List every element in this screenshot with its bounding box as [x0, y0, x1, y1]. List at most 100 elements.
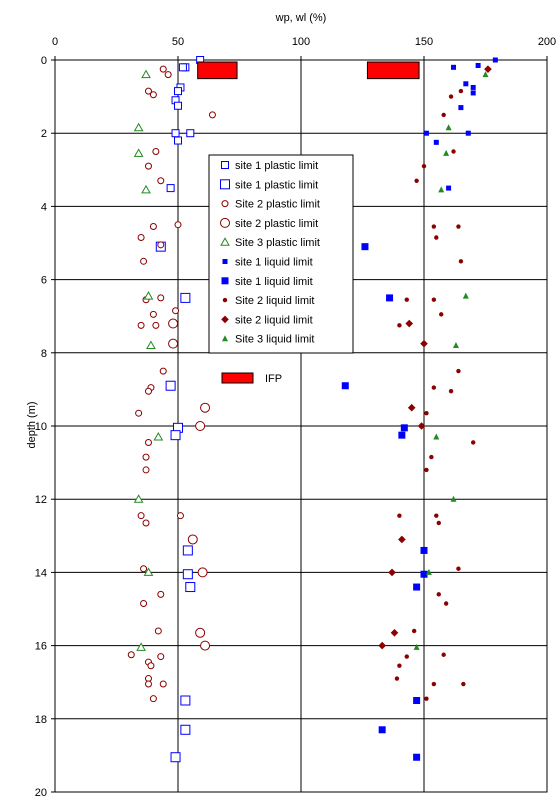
y-tick-label: 2 [41, 128, 47, 140]
tick-labels: 0 50 100 150 200 0 2 4 6 8 10 12 14 16 18 20 [35, 36, 556, 796]
site-2-liquid-limit-point [394, 676, 400, 681]
site-1-liquid-limit-point [433, 139, 439, 145]
site-1-liquid-limit-point [470, 84, 476, 90]
site-1-liquid-limit-point [492, 57, 498, 63]
site-1-plastic-limit-point [180, 292, 191, 303]
site-1-liquid-limit-point [378, 726, 386, 734]
site-2-plastic-limit-point [149, 91, 157, 99]
site-3-liquid-limit-point [452, 341, 459, 348]
legend-marker [220, 237, 230, 246]
site-2-liquid-limit-point [411, 628, 417, 634]
site-2-plastic-limit-point [172, 307, 180, 315]
site-2-plastic-limit-point [157, 294, 165, 302]
site-2-liquid-limit-point [456, 368, 461, 374]
legend-ifp-label: IFP [265, 373, 282, 385]
site-2-plastic-limit-point [164, 71, 172, 79]
site-2-plastic-limit-point [149, 695, 157, 703]
site-2-liquid-limit-point [448, 94, 454, 99]
y-tick-label: 4 [41, 201, 47, 213]
site-1-plastic-limit-point [178, 63, 187, 72]
legend-marker [221, 200, 229, 208]
site-3-plastic-limit-point [133, 122, 144, 132]
site-2-liquid-limit-point [388, 568, 396, 577]
site-2-liquid-limit-point [458, 259, 464, 264]
y-tick-label: 0 [41, 55, 47, 67]
site-2-liquid-limit-point [431, 385, 437, 390]
legend-box [208, 154, 354, 354]
site-1-plastic-limit-point [186, 129, 195, 138]
site-2-liquid-limit-point [404, 654, 409, 659]
legend-label: Site 3 liquid limit [235, 334, 314, 346]
legend-label: site 1 plastic limit [235, 160, 318, 172]
site-1-liquid-limit-point [413, 697, 421, 704]
data-marks [127, 56, 498, 763]
site-3-liquid-limit-point [462, 292, 469, 299]
site-1-plastic-limit-point [182, 545, 193, 556]
legend-marker [222, 335, 228, 342]
site-3-liquid-limit-point [433, 433, 440, 440]
site-2-plastic-limit-point [157, 241, 165, 249]
site-2-liquid-limit-point [390, 628, 399, 637]
legend-marker [222, 259, 228, 264]
site-1-plastic-limit-point [174, 87, 182, 96]
site-2-liquid-limit-point [414, 178, 419, 183]
site-2-plastic-limit-point [144, 87, 152, 95]
site-2-plastic-limit-point [127, 651, 135, 659]
site-2-plastic-limit-point [174, 221, 182, 229]
site-1-liquid-limit-point [400, 424, 408, 432]
site-2-plastic-limit-point [168, 338, 179, 349]
site-2-plastic-limit-point [149, 223, 157, 231]
site-2-liquid-limit-point [424, 696, 429, 701]
site-2-liquid-limit-point [398, 535, 406, 544]
site-3-liquid-limit-point [482, 71, 489, 78]
site-2-plastic-limit-point [137, 512, 145, 520]
site-2-liquid-limit-point [448, 389, 454, 394]
y-tick-label: 8 [41, 348, 47, 360]
site-2-liquid-limit-point [439, 312, 444, 317]
site-2-liquid-limit-point [421, 163, 427, 169]
site-3-liquid-limit-point [425, 568, 432, 575]
site-1-liquid-limit-point [458, 105, 464, 111]
site-1-plastic-limit-point [165, 380, 176, 391]
legend: site 1 plastic limit site 1 plastic limit… [208, 154, 354, 385]
site-1-liquid-limit-point [451, 64, 457, 70]
x-axis-title: wp, wl (%) [275, 12, 327, 24]
site-2-liquid-limit-point [441, 652, 446, 657]
site-2-plastic-limit-point [187, 534, 198, 545]
site-3-plastic-limit-point [141, 69, 151, 79]
legend-marker [221, 315, 229, 324]
site-3-plastic-limit-point [143, 291, 154, 300]
site-2-liquid-limit-point [471, 440, 476, 445]
site-2-plastic-limit-point [208, 111, 216, 119]
site-2-plastic-limit-point [159, 367, 167, 375]
x-tick-label: 100 [292, 36, 310, 48]
y-tick-label: 20 [35, 787, 47, 796]
site-1-liquid-limit-point [420, 546, 428, 554]
site-2-plastic-limit-point [142, 453, 150, 461]
site-2-liquid-limit-point [407, 403, 416, 412]
site-2-liquid-limit-point [378, 641, 386, 650]
site-3-plastic-limit-point [133, 148, 144, 157]
legend-label: site 1 liquid limit [235, 276, 313, 288]
axes [51, 56, 548, 793]
site-2-liquid-limit-point [443, 601, 449, 606]
site-2-plastic-limit-point [140, 600, 148, 608]
site-3-liquid-limit-point [450, 495, 457, 502]
site-2-liquid-limit-point [404, 297, 409, 302]
site-1-liquid-limit-point [386, 294, 394, 302]
site-2-plastic-limit-point [137, 321, 145, 329]
legend-marker [221, 277, 229, 285]
site-2-plastic-limit-point [147, 662, 155, 670]
x-tick-label: 200 [538, 36, 556, 48]
site-2-liquid-limit-point [436, 592, 441, 597]
site-2-liquid-limit-point [397, 663, 402, 668]
site-1-plastic-limit-point [180, 724, 191, 735]
site-1-liquid-limit-point [361, 243, 369, 251]
site-1-plastic-limit-point [170, 752, 181, 763]
site-2-plastic-limit-point [200, 640, 211, 651]
site-2-plastic-limit-point [142, 519, 150, 527]
site-2-plastic-limit-point [197, 567, 208, 578]
site-1-plastic-limit-point [166, 184, 175, 193]
site-1-plastic-limit-point [182, 569, 193, 580]
